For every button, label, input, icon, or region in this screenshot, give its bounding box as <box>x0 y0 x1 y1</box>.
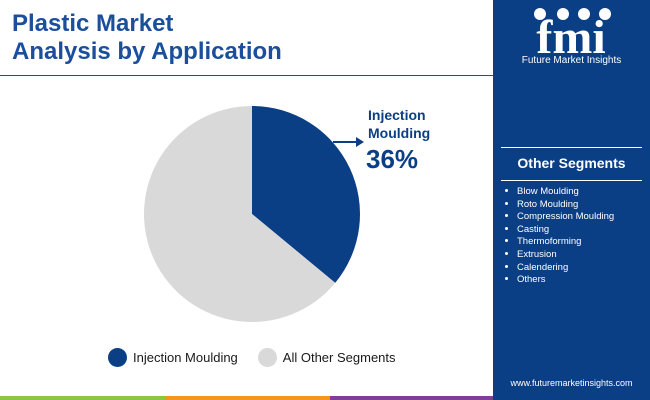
bullet-icon <box>505 201 508 205</box>
segment-label: Casting <box>517 223 550 235</box>
logo-dot-3 <box>578 8 590 20</box>
legend-swatch-other <box>257 348 277 367</box>
panel-divider-top <box>501 147 642 148</box>
pie-slice-all-other-segments <box>143 106 336 322</box>
logo-dot-2 <box>557 8 569 20</box>
website-url: www.futuremarketinsights.com <box>510 378 633 388</box>
legend-label-injection: Injection Moulding <box>133 350 238 365</box>
logo-dot-4 <box>599 8 611 20</box>
pie-chart: Injection Moulding 36% <box>143 106 430 322</box>
segment-label: Blow Moulding <box>517 186 579 197</box>
other-segments-list: Blow Moulding Roto Moulding Compression Mo… <box>505 186 614 287</box>
annotation-value: 36% <box>366 144 418 174</box>
segment-label: Extrusion <box>517 248 557 260</box>
segment-item: Extrusion <box>505 249 614 262</box>
bullet-icon <box>505 226 508 230</box>
pie-slice-injection-moulding <box>252 106 360 283</box>
logo-dot-1 <box>534 8 546 20</box>
title-divider <box>0 75 493 76</box>
segment-item: Calendering <box>505 262 614 275</box>
segment-label: Calendering <box>517 261 569 273</box>
other-segments-title: Other Segments <box>517 155 626 171</box>
legend-label-other: All Other Segments <box>282 350 396 365</box>
annotation-label-line-1: Injection <box>368 107 426 123</box>
bullet-icon <box>505 264 508 268</box>
bottom-bar-green <box>0 396 165 400</box>
legend-swatch-injection <box>108 348 127 367</box>
segment-item: Compression Moulding <box>505 211 614 224</box>
annotation-arrow-icon <box>356 137 364 147</box>
bottom-bar-orange <box>165 396 330 400</box>
bullet-icon <box>505 277 508 281</box>
segment-item: Thermoforming <box>505 236 614 249</box>
panel-divider-bottom <box>501 180 642 181</box>
title-line-2: Analysis by Application <box>12 38 282 65</box>
side-panel: fmi Future Market Insights Other Segment… <box>493 0 650 400</box>
title-line-1: Plastic Market <box>12 10 174 37</box>
segment-label: Others <box>517 274 546 286</box>
bottom-bar-purple <box>330 396 493 400</box>
segment-item: Roto Moulding <box>505 199 614 212</box>
page-title: Plastic Market Analysis by Application <box>12 10 482 66</box>
segment-label: Thermoforming <box>517 236 582 248</box>
bullet-icon <box>505 251 508 255</box>
bullet-icon <box>505 188 508 192</box>
segment-label: Compression Moulding <box>517 211 615 223</box>
annotation-label-line-2: Moulding <box>368 125 430 141</box>
segment-item: Others <box>505 274 614 287</box>
bullet-icon <box>505 239 508 243</box>
bullet-icon <box>505 214 508 218</box>
legend-item-other: All Other Segments <box>257 348 396 367</box>
brand-name: Future Market Insights <box>521 55 622 66</box>
segment-item: Casting <box>505 224 614 237</box>
chart-legend: Injection Moulding All Other Segments <box>108 348 416 367</box>
fmi-logo: fmi <box>534 8 611 64</box>
legend-item-injection: Injection Moulding <box>108 348 238 367</box>
fmi-logo-wordmark: fmi <box>536 11 605 64</box>
segment-item: Blow Moulding <box>505 186 614 199</box>
segment-label: Roto Moulding <box>517 198 579 210</box>
